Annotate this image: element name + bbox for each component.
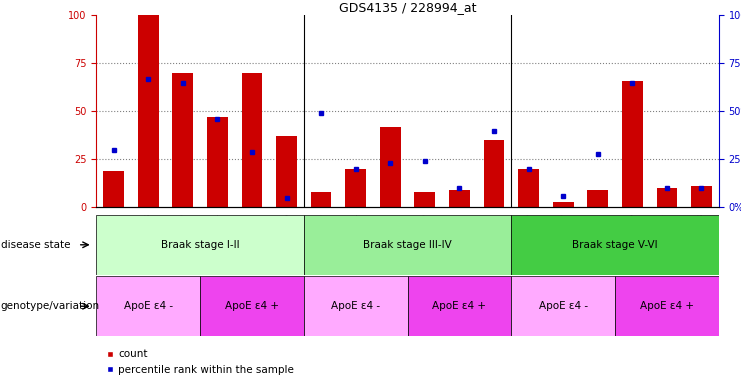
Text: ApoE ε4 +: ApoE ε4 + [225, 301, 279, 311]
Bar [304, 215, 511, 275]
Bar [103, 171, 124, 207]
Bar [414, 192, 435, 207]
Text: ApoE ε4 -: ApoE ε4 - [331, 301, 380, 311]
Bar [310, 192, 331, 207]
Text: Braak stage V-VI: Braak stage V-VI [572, 240, 658, 250]
Legend: count, percentile rank within the sample: count, percentile rank within the sample [102, 345, 298, 379]
Bar [615, 276, 719, 336]
Bar [345, 169, 366, 207]
Bar [622, 81, 642, 207]
Bar [242, 73, 262, 207]
Bar [96, 215, 304, 275]
Bar [553, 202, 574, 207]
Text: ApoE ε4 -: ApoE ε4 - [539, 301, 588, 311]
Bar [207, 117, 227, 207]
Text: disease state: disease state [1, 240, 70, 250]
Bar [200, 276, 304, 336]
Bar [511, 215, 719, 275]
Bar [511, 276, 615, 336]
Bar [691, 186, 712, 207]
Bar [484, 140, 505, 207]
Text: Braak stage I-II: Braak stage I-II [161, 240, 239, 250]
Bar [138, 15, 159, 207]
Bar [449, 190, 470, 207]
Bar [588, 190, 608, 207]
Bar [657, 188, 677, 207]
Bar [276, 136, 297, 207]
Bar [408, 276, 511, 336]
Title: GDS4135 / 228994_at: GDS4135 / 228994_at [339, 1, 476, 14]
Text: ApoE ε4 +: ApoE ε4 + [640, 301, 694, 311]
Bar [518, 169, 539, 207]
Bar [304, 276, 408, 336]
Text: ApoE ε4 -: ApoE ε4 - [124, 301, 173, 311]
Text: genotype/variation: genotype/variation [1, 301, 100, 311]
Text: ApoE ε4 +: ApoE ε4 + [433, 301, 486, 311]
Bar [380, 127, 401, 207]
Bar [96, 276, 200, 336]
Bar [173, 73, 193, 207]
Text: Braak stage III-IV: Braak stage III-IV [363, 240, 452, 250]
